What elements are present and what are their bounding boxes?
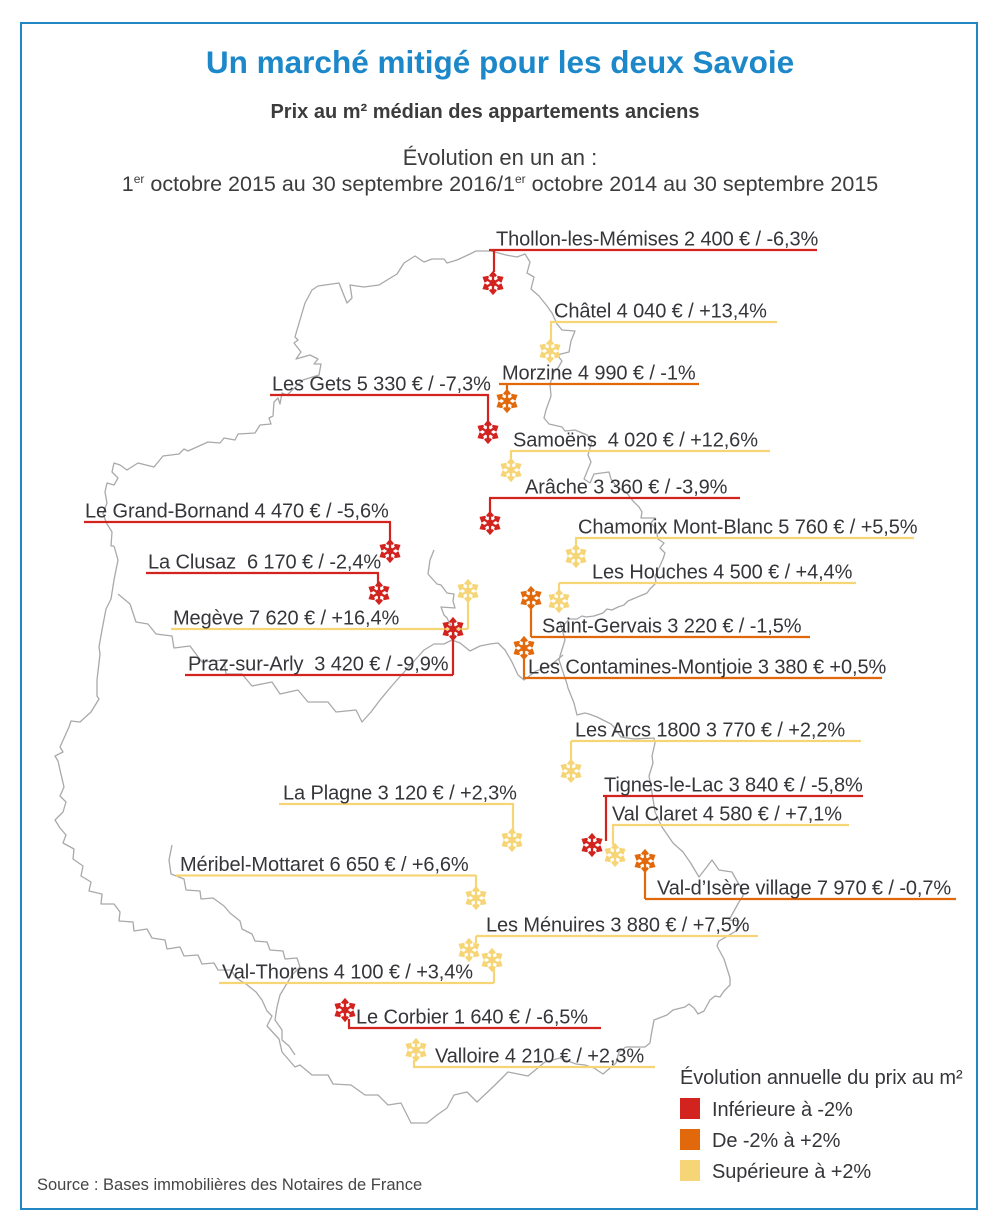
svg-text:Saint-Gervais 3 220 € / -1,5%: Saint-Gervais 3 220 € / -1,5% (542, 616, 802, 638)
svg-text:La Clusaz 6 170 € / -2,4%: La Clusaz 6 170 € / -2,4% (148, 552, 381, 574)
svg-text:Valloire 4 210 € / +2,3%: Valloire 4 210 € / +2,3% (435, 1046, 644, 1068)
svg-text:Val-Thorens 4 100 € / +3,4%: Val-Thorens 4 100 € / +3,4% (222, 962, 473, 984)
svg-text:Tignes-le-Lac 3 840 € / -5,8%: Tignes-le-Lac 3 840 € / -5,8% (604, 775, 863, 797)
svg-text:Arâche 3 360 € / -3,9%: Arâche 3 360 € / -3,9% (525, 477, 728, 499)
svg-text:Les Contamines-Montjoie 3 380: Les Contamines-Montjoie 3 380 € +0,5% (528, 657, 887, 679)
svg-text:Méribel-Mottaret 6 650 € / +6,: Méribel-Mottaret 6 650 € / +6,6% (180, 854, 469, 876)
svg-text:Le Corbier 1 640 € / -6,5%: Le Corbier 1 640 € / -6,5% (356, 1007, 588, 1029)
svg-text:Évolution annuelle du prix au: Évolution annuelle du prix au m² (680, 1066, 963, 1089)
svg-text:La Plagne 3 120 € / +2,3%: La Plagne 3 120 € / +2,3% (283, 783, 517, 805)
svg-text:Samoëns 4 020 € / +12,6%: Samoëns 4 020 € / +12,6% (513, 430, 758, 452)
svg-text:Châtel 4 040 € / +13,4%: Châtel 4 040 € / +13,4% (554, 301, 767, 323)
svg-text:Morzine 4 990 € / -1%: Morzine 4 990 € / -1% (502, 363, 696, 385)
svg-text:De -2% à +2%: De -2% à +2% (712, 1130, 841, 1152)
svg-text:Val-d’Isère village 7 970 € /: Val-d’Isère village 7 970 € / -0,7% (657, 878, 951, 900)
svg-text:Le Grand-Bornand 4 470 € / -5,: Le Grand-Bornand 4 470 € / -5,6% (85, 501, 389, 523)
svg-text:Chamonix Mont-Blanc 5 760 € /: Chamonix Mont-Blanc 5 760 € / +5,5% (578, 517, 918, 539)
svg-text:Les Gets 5 330 € / -7,3%: Les Gets 5 330 € / -7,3% (272, 374, 491, 396)
svg-text:Supérieure à +2%: Supérieure à +2% (712, 1161, 871, 1183)
svg-text:Val Claret 4 580 € / +7,1%: Val Claret 4 580 € / +7,1% (612, 804, 842, 826)
svg-text:Inférieure à -2%: Inférieure à -2% (712, 1099, 853, 1121)
svg-text:Thollon-les-Mémises 2 400 € /: Thollon-les-Mémises 2 400 € / -6,3% (496, 229, 819, 251)
svg-text:Les Houches 4 500 € / +4,4%: Les Houches 4 500 € / +4,4% (592, 562, 853, 584)
svg-text:Les Ménuires 3 880 € / +7,5%: Les Ménuires 3 880 € / +7,5% (486, 915, 750, 937)
svg-text:Les Arcs 1800 3 770 € / +2,2%: Les Arcs 1800 3 770 € / +2,2% (575, 720, 845, 742)
svg-text:Praz-sur-Arly 3 420 € / -9,9%: Praz-sur-Arly 3 420 € / -9,9% (188, 654, 449, 676)
svg-text:Megève 7 620 € / +16,4%: Megève 7 620 € / +16,4% (173, 608, 400, 630)
